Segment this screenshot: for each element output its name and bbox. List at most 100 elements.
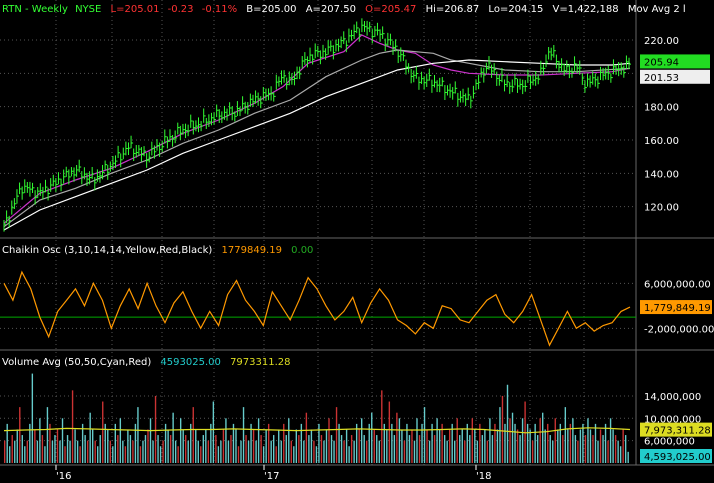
price-bar bbox=[392, 41, 396, 55]
x-tick-label: '16 bbox=[56, 471, 71, 482]
price-bar bbox=[6, 210, 9, 224]
volume-bar bbox=[509, 418, 511, 463]
price-bar bbox=[133, 148, 136, 161]
price-bar bbox=[91, 166, 95, 180]
volume-bar bbox=[486, 440, 489, 463]
price-bar bbox=[151, 141, 154, 156]
volume-bar bbox=[152, 440, 154, 463]
price-bar bbox=[283, 70, 287, 83]
volume-bar bbox=[283, 423, 285, 463]
volume-bar bbox=[360, 418, 363, 463]
volume-value: V=1,422,188 bbox=[553, 4, 619, 15]
price-bar bbox=[579, 60, 582, 75]
volume-tick-label: 6,000,000 bbox=[644, 437, 695, 448]
price-bar bbox=[218, 109, 222, 123]
price-bar bbox=[493, 63, 497, 75]
volume-bar bbox=[76, 440, 79, 463]
chaikin-value-tag bbox=[640, 300, 712, 315]
volume-bar bbox=[66, 435, 69, 463]
price-bar bbox=[273, 92, 276, 102]
price-bar bbox=[198, 117, 201, 133]
volume-bar bbox=[149, 418, 152, 463]
price-bar bbox=[496, 71, 499, 86]
volume-bar bbox=[501, 395, 504, 463]
price-bar bbox=[465, 93, 468, 107]
volume-bar bbox=[431, 423, 433, 463]
price-bar bbox=[540, 60, 543, 76]
volume-bar bbox=[489, 418, 491, 463]
volume-bar bbox=[366, 440, 368, 463]
price-bar bbox=[625, 55, 629, 70]
volume-bar bbox=[499, 407, 501, 463]
volume-bar bbox=[607, 440, 609, 463]
exchange-label: NYSE bbox=[75, 4, 101, 15]
volume-bar bbox=[579, 429, 582, 463]
price-bar bbox=[3, 220, 6, 232]
volume-bar bbox=[11, 435, 13, 463]
volume-bar bbox=[441, 423, 443, 463]
volume-bar bbox=[74, 429, 76, 463]
volume-cyan-tag-label: 4,593,025.00 bbox=[644, 452, 711, 463]
price-bar bbox=[174, 130, 178, 144]
price-bar bbox=[109, 161, 113, 172]
volume-bar bbox=[368, 423, 370, 463]
price-bar bbox=[361, 18, 364, 33]
volume-bar bbox=[4, 440, 6, 463]
last-price: L=205.01 bbox=[111, 4, 160, 15]
price-bar bbox=[161, 141, 165, 152]
volume-bar bbox=[459, 435, 461, 463]
volume-bar bbox=[456, 418, 458, 463]
volume-bar bbox=[323, 440, 325, 463]
price-bar bbox=[553, 45, 556, 58]
price-bar bbox=[226, 108, 230, 121]
price-bar bbox=[514, 73, 517, 86]
price-bar bbox=[120, 153, 123, 168]
volume-bar bbox=[355, 423, 358, 463]
price-bar bbox=[400, 47, 403, 62]
volume-bar bbox=[328, 418, 330, 463]
price-bar bbox=[330, 40, 333, 52]
volume-bar bbox=[411, 429, 413, 463]
price-bar bbox=[343, 31, 346, 45]
price-bar bbox=[426, 73, 429, 87]
volume-bar bbox=[536, 435, 539, 463]
volume-bar bbox=[436, 418, 438, 463]
volume-average-line bbox=[3, 427, 631, 434]
volume-bar bbox=[587, 418, 589, 463]
price-bar bbox=[488, 56, 491, 70]
price-bar bbox=[55, 178, 58, 192]
volume-bar bbox=[225, 418, 227, 463]
volume-bar bbox=[531, 440, 534, 463]
price-bar bbox=[24, 179, 27, 194]
price-bar bbox=[190, 114, 193, 128]
volume-bar bbox=[167, 429, 169, 463]
volume-bar bbox=[335, 407, 338, 463]
volume-bar bbox=[559, 423, 561, 463]
price-bar bbox=[81, 171, 84, 185]
price-bar bbox=[83, 167, 87, 180]
price-bar bbox=[571, 67, 574, 78]
volume-bar bbox=[19, 407, 21, 463]
volume-bar bbox=[413, 440, 416, 463]
volume-bar bbox=[230, 435, 232, 463]
volume-bar bbox=[46, 407, 49, 463]
volume-bar bbox=[147, 429, 149, 463]
volume-tick-label: 10,000,000 bbox=[644, 414, 701, 425]
price-bar bbox=[213, 112, 217, 125]
volume-bar bbox=[609, 418, 612, 463]
price-bar bbox=[34, 190, 38, 205]
volume-bar bbox=[496, 429, 499, 463]
volume-bar bbox=[122, 440, 124, 463]
volume-bar bbox=[381, 390, 383, 463]
header-line: RTN - Weekly NYSE L=205.01 -0.23 -0.11% … bbox=[2, 4, 686, 15]
price-bar bbox=[112, 155, 115, 171]
price-bar bbox=[555, 54, 559, 69]
price-bar bbox=[65, 166, 69, 177]
volume-cyan-tag bbox=[640, 449, 712, 463]
price-bar bbox=[63, 169, 66, 184]
price-bar bbox=[431, 79, 434, 93]
volume-bar bbox=[471, 418, 473, 463]
volume-bar bbox=[24, 446, 26, 463]
volume-bar bbox=[59, 440, 61, 463]
price-bar bbox=[561, 58, 564, 73]
